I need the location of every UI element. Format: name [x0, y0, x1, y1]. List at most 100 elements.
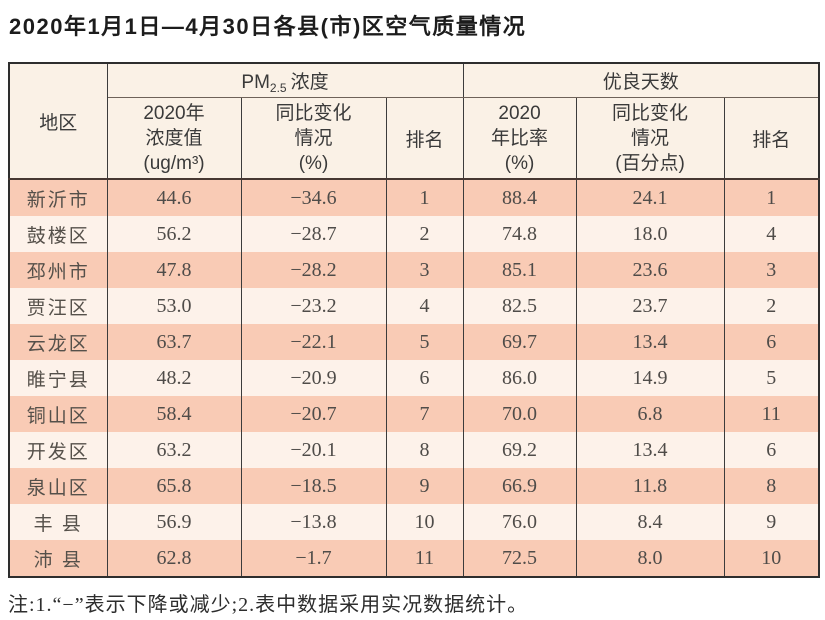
- days-ratio-cell: 74.8: [462, 216, 577, 252]
- pm-change-cell: −1.7: [240, 540, 387, 577]
- days-rank-cell: 6: [723, 324, 820, 360]
- col-header-days-ratio: 2020 年比率 (%): [462, 97, 577, 180]
- pm-rank-cell: 3: [385, 252, 464, 288]
- region-cell: 开发区: [8, 432, 108, 468]
- days-change-cell: 8.0: [575, 540, 725, 577]
- pm-change-cell: −22.1: [240, 324, 387, 360]
- days-rank-cell: 3: [723, 252, 820, 288]
- pm-change-line2: 情况: [294, 127, 333, 149]
- region-cell: 睢宁县: [8, 360, 108, 396]
- group-header-good-days: 优良天数: [462, 63, 820, 98]
- region-cell: 泉山区: [8, 468, 108, 504]
- footnote: 注:1.“−”表示下降或减少;2.表中数据采用实况数据统计。: [8, 594, 529, 616]
- days-change-cell: 23.6: [575, 252, 725, 288]
- pm-rank-cell: 8: [385, 432, 464, 468]
- col-header-days-rank: 排名: [723, 97, 820, 180]
- table-row: 鼓楼区 56.2 −28.7 2 74.8 18.0 4: [8, 216, 820, 252]
- days-rank-cell: 11: [723, 396, 820, 432]
- pm-change-cell: −20.7: [240, 396, 387, 432]
- days-change-cell: 13.4: [575, 324, 725, 360]
- days-change-cell: 8.4: [575, 504, 725, 540]
- days-change-line2: 情况: [631, 127, 670, 149]
- days-ratio-cell: 69.2: [462, 432, 577, 468]
- table-row: 铜山区 58.4 −20.7 7 70.0 6.8 11: [8, 396, 820, 432]
- pm-rank-cell: 2: [385, 216, 464, 252]
- table-row: 沛 县 62.8 −1.7 11 72.5 8.0 10: [8, 540, 820, 577]
- table-row: 睢宁县 48.2 −20.9 6 86.0 14.9 5: [8, 360, 820, 396]
- days-change-cell: 11.8: [575, 468, 725, 504]
- region-cell: 铜山区: [8, 396, 108, 432]
- header-group-row: 地区 PM2.5 浓度 优良天数: [8, 63, 820, 180]
- pm-change-cell: −20.1: [240, 432, 387, 468]
- group-header-pm25: PM2.5 浓度: [106, 63, 464, 98]
- days-change-line3: (百分点): [615, 152, 685, 174]
- region-cell: 贾汪区: [8, 288, 108, 324]
- pm-rank-cell: 11: [385, 540, 464, 577]
- days-ratio-line2: 年比率: [491, 127, 549, 149]
- header-sub-row: 2020年 浓度值 (ug/m³) 同比变化 情况 (%) 排名 2020 年比…: [9, 97, 820, 180]
- days-change-line1: 同比变化: [612, 102, 689, 124]
- col-header-pm-change: 同比变化 情况 (%): [240, 97, 387, 180]
- pm-change-cell: −13.8: [240, 504, 387, 540]
- pm25-base: PM: [241, 71, 270, 93]
- pm-rank-cell: 5: [385, 324, 464, 360]
- days-rank-cell: 6: [723, 432, 820, 468]
- days-ratio-cell: 86.0: [462, 360, 577, 396]
- pm-value-cell: 56.2: [106, 216, 242, 252]
- region-cell: 邳州市: [8, 252, 108, 288]
- pm-change-line1: 同比变化: [275, 102, 352, 124]
- days-ratio-cell: 66.9: [462, 468, 577, 504]
- days-change-cell: 14.9: [575, 360, 725, 396]
- table-row: 云龙区 63.7 −22.1 5 69.7 13.4 6: [8, 324, 820, 360]
- pm-rank-cell: 1: [385, 179, 464, 216]
- days-change-cell: 24.1: [575, 179, 725, 216]
- days-ratio-cell: 72.5: [462, 540, 577, 577]
- days-ratio-cell: 70.0: [462, 396, 577, 432]
- pm-rank-cell: 6: [385, 360, 464, 396]
- table-row: 新沂市 44.6 −34.6 1 88.4 24.1 1: [8, 179, 820, 216]
- pm-value-cell: 63.2: [106, 432, 242, 468]
- pm-change-line3: (%): [298, 152, 329, 174]
- days-ratio-cell: 88.4: [462, 179, 577, 216]
- days-change-cell: 6.8: [575, 396, 725, 432]
- pm-value-line3: (ug/m³): [143, 152, 205, 174]
- pm-value-cell: 53.0: [106, 288, 242, 324]
- pm-value-line2: 浓度值: [145, 127, 203, 149]
- days-change-cell: 18.0: [575, 216, 725, 252]
- col-header-pm-value: 2020年 浓度值 (ug/m³): [106, 97, 242, 180]
- col-header-pm-rank: 排名: [385, 97, 464, 180]
- days-change-cell: 13.4: [575, 432, 725, 468]
- table-row: 丰 县 56.9 −13.8 10 76.0 8.4 9: [8, 504, 820, 540]
- pm-change-cell: −20.9: [240, 360, 387, 396]
- pm-value-cell: 63.7: [106, 324, 242, 360]
- pm-value-cell: 58.4: [106, 396, 242, 432]
- days-change-cell: 23.7: [575, 288, 725, 324]
- table-row: 泉山区 65.8 −18.5 9 66.9 11.8 8: [8, 468, 820, 504]
- pm-value-cell: 62.8: [106, 540, 242, 577]
- pm-rank-cell: 4: [385, 288, 464, 324]
- pm-change-cell: −28.7: [240, 216, 387, 252]
- pm-rank-cell: 7: [385, 396, 464, 432]
- pm-value-cell: 44.6: [106, 179, 242, 216]
- table-row: 开发区 63.2 −20.1 8 69.2 13.4 6: [8, 432, 820, 468]
- region-cell: 沛 县: [8, 540, 108, 577]
- pm-rank-cell: 9: [385, 468, 464, 504]
- pm-rank-cell: 10: [385, 504, 464, 540]
- region-cell: 丰 县: [8, 504, 108, 540]
- col-header-region: 地区: [8, 63, 108, 180]
- page-title: 2020年1月1日—4月30日各县(市)区空气质量情况: [9, 14, 527, 39]
- pm-value-line1: 2020年: [143, 102, 205, 124]
- pm-value-cell: 56.9: [106, 504, 242, 540]
- pm-change-cell: −23.2: [240, 288, 387, 324]
- pm25-rest: 浓度: [290, 71, 329, 93]
- region-cell: 鼓楼区: [8, 216, 108, 252]
- table-body: 新沂市 44.6 −34.6 1 88.4 24.1 1 鼓楼区 56.2 −2…: [8, 179, 820, 577]
- days-ratio-line1: 2020: [498, 102, 541, 124]
- col-header-days-change: 同比变化 情况 (百分点): [575, 97, 725, 180]
- days-rank-cell: 2: [723, 288, 820, 324]
- region-cell: 云龙区: [8, 324, 108, 360]
- days-rank-cell: 9: [723, 504, 820, 540]
- pm25-subscript: 2.5: [269, 80, 287, 95]
- days-rank-cell: 10: [723, 540, 820, 577]
- days-rank-cell: 8: [723, 468, 820, 504]
